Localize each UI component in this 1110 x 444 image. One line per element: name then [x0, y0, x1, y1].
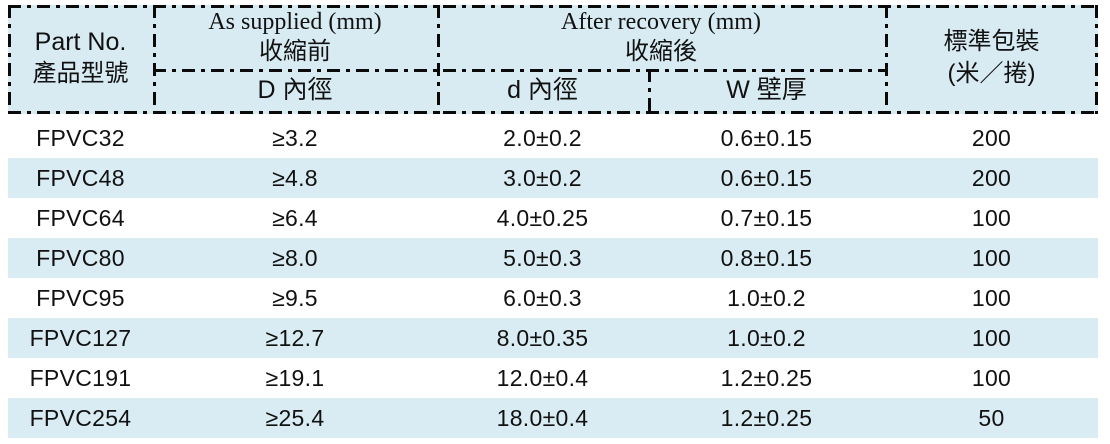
- part-cell: FPVC254: [29, 404, 132, 431]
- header-background: [8, 5, 1098, 114]
- recovered-d-cell: 8.0±0.35: [496, 324, 589, 351]
- packing-cell: 100: [971, 324, 1012, 351]
- part-cell: FPVC32: [36, 124, 125, 151]
- part-cell: FPVC95: [36, 284, 125, 311]
- table-row: FPVC32 ≥3.2 2.0±0.2 0.6±0.15 200: [8, 118, 1098, 158]
- recovered-d-cell: 5.0±0.3: [503, 244, 582, 271]
- table-row: FPVC191 ≥19.1 12.0±0.4 1.2±0.25 100: [8, 358, 1098, 398]
- packing-cell: 50: [978, 404, 1005, 431]
- wall-cell: 0.6±0.15: [720, 164, 813, 191]
- table-row: FPVC127 ≥12.7 8.0±0.35 1.0±0.2 100: [8, 318, 1098, 358]
- table-border-right: [1095, 5, 1098, 114]
- header-after-recovery-cjk: 收縮後: [625, 38, 697, 65]
- header-part-no-en: Part No.: [34, 28, 127, 56]
- part-cell: FPVC48: [36, 164, 125, 191]
- supplied-cell: ≥3.2: [272, 124, 318, 151]
- recovered-d-cell: 2.0±0.2: [503, 124, 582, 151]
- part-cell: FPVC80: [36, 244, 125, 271]
- subheader-D-label: D 內徑: [257, 76, 333, 104]
- packing-cell: 200: [971, 124, 1012, 151]
- supplied-cell: ≥8.0: [272, 244, 318, 271]
- wall-cell: 1.0±0.2: [727, 284, 806, 311]
- table-border-left: [8, 5, 11, 114]
- part-cell: FPVC191: [29, 364, 132, 391]
- header-part-no-cjk: 產品型號: [32, 60, 129, 87]
- recovered-d-cell: 18.0±0.4: [496, 404, 589, 431]
- wall-cell: 1.2±0.25: [720, 404, 813, 431]
- recovered-d-cell: 4.0±0.25: [496, 204, 589, 231]
- part-cell: FPVC64: [36, 204, 125, 231]
- supplied-cell: ≥25.4: [265, 404, 325, 431]
- header-mid-divider: [153, 69, 885, 72]
- header-packing-cjk: 標準包裝: [943, 28, 1040, 55]
- divider-recovery-packing: [885, 5, 888, 114]
- header-packing: 標準包裝 (米／捲): [885, 5, 1098, 111]
- table-row: FPVC80 ≥8.0 5.0±0.3 0.8±0.15 100: [8, 238, 1098, 278]
- table-row: FPVC95 ≥9.5 6.0±0.3 1.0±0.2 100: [8, 278, 1098, 318]
- wall-cell: 1.0±0.2: [727, 324, 806, 351]
- table-border-header-bottom: [8, 111, 1098, 114]
- recovered-d-cell: 12.0±0.4: [496, 364, 589, 391]
- wall-cell: 0.6±0.15: [720, 124, 813, 151]
- supplied-cell: ≥12.7: [265, 324, 325, 351]
- table-row: FPVC48 ≥4.8 3.0±0.2 0.6±0.15 200: [8, 158, 1098, 198]
- supplied-cell: ≥9.5: [272, 284, 318, 311]
- divider-supplied-recovery: [437, 5, 440, 114]
- wall-cell: 1.2±0.25: [720, 364, 813, 391]
- divider-partno-supplied: [153, 5, 156, 114]
- recovered-d-cell: 3.0±0.2: [503, 164, 582, 191]
- header-as-supplied-en: As supplied (mm): [208, 9, 382, 35]
- subheader-D-inner-diameter: D 內徑: [153, 69, 437, 111]
- header-after-recovery-en: After recovery (mm): [561, 9, 761, 35]
- wall-cell: 0.8±0.15: [720, 244, 813, 271]
- recovered-d-cell: 6.0±0.3: [503, 284, 582, 311]
- table-row: FPVC64 ≥6.4 4.0±0.25 0.7±0.15 100: [8, 198, 1098, 238]
- table-row: FPVC254 ≥25.4 18.0±0.4 1.2±0.25 50: [8, 398, 1098, 438]
- subheader-d-label: d 內徑: [507, 76, 578, 104]
- part-cell: FPVC127: [29, 324, 132, 351]
- subheader-w-wall-thickness: W 壁厚: [648, 69, 885, 111]
- packing-cell: 200: [971, 164, 1012, 191]
- supplied-cell: ≥4.8: [272, 164, 318, 191]
- table-body: FPVC32 ≥3.2 2.0±0.2 0.6±0.15 200 FPVC48 …: [8, 118, 1098, 438]
- packing-cell: 100: [971, 204, 1012, 231]
- header-as-supplied-cjk: 收縮前: [259, 38, 331, 65]
- wall-cell: 0.7±0.15: [720, 204, 813, 231]
- table-border-top: [8, 5, 1098, 8]
- subheader-d-inner-diameter: d 內徑: [437, 69, 648, 111]
- header-as-supplied: As supplied (mm) 收縮前: [153, 5, 437, 69]
- packing-cell: 100: [971, 284, 1012, 311]
- divider-d-w: [648, 69, 651, 114]
- supplied-cell: ≥19.1: [265, 364, 325, 391]
- packing-cell: 100: [971, 364, 1012, 391]
- packing-cell: 100: [971, 244, 1012, 271]
- header-packing-unit: (米／捲): [947, 60, 1036, 87]
- supplied-cell: ≥6.4: [272, 204, 318, 231]
- header-after-recovery: After recovery (mm) 收縮後: [437, 5, 885, 69]
- header-part-no: Part No. 產品型號: [8, 5, 153, 111]
- subheader-w-label: W 壁厚: [726, 76, 807, 104]
